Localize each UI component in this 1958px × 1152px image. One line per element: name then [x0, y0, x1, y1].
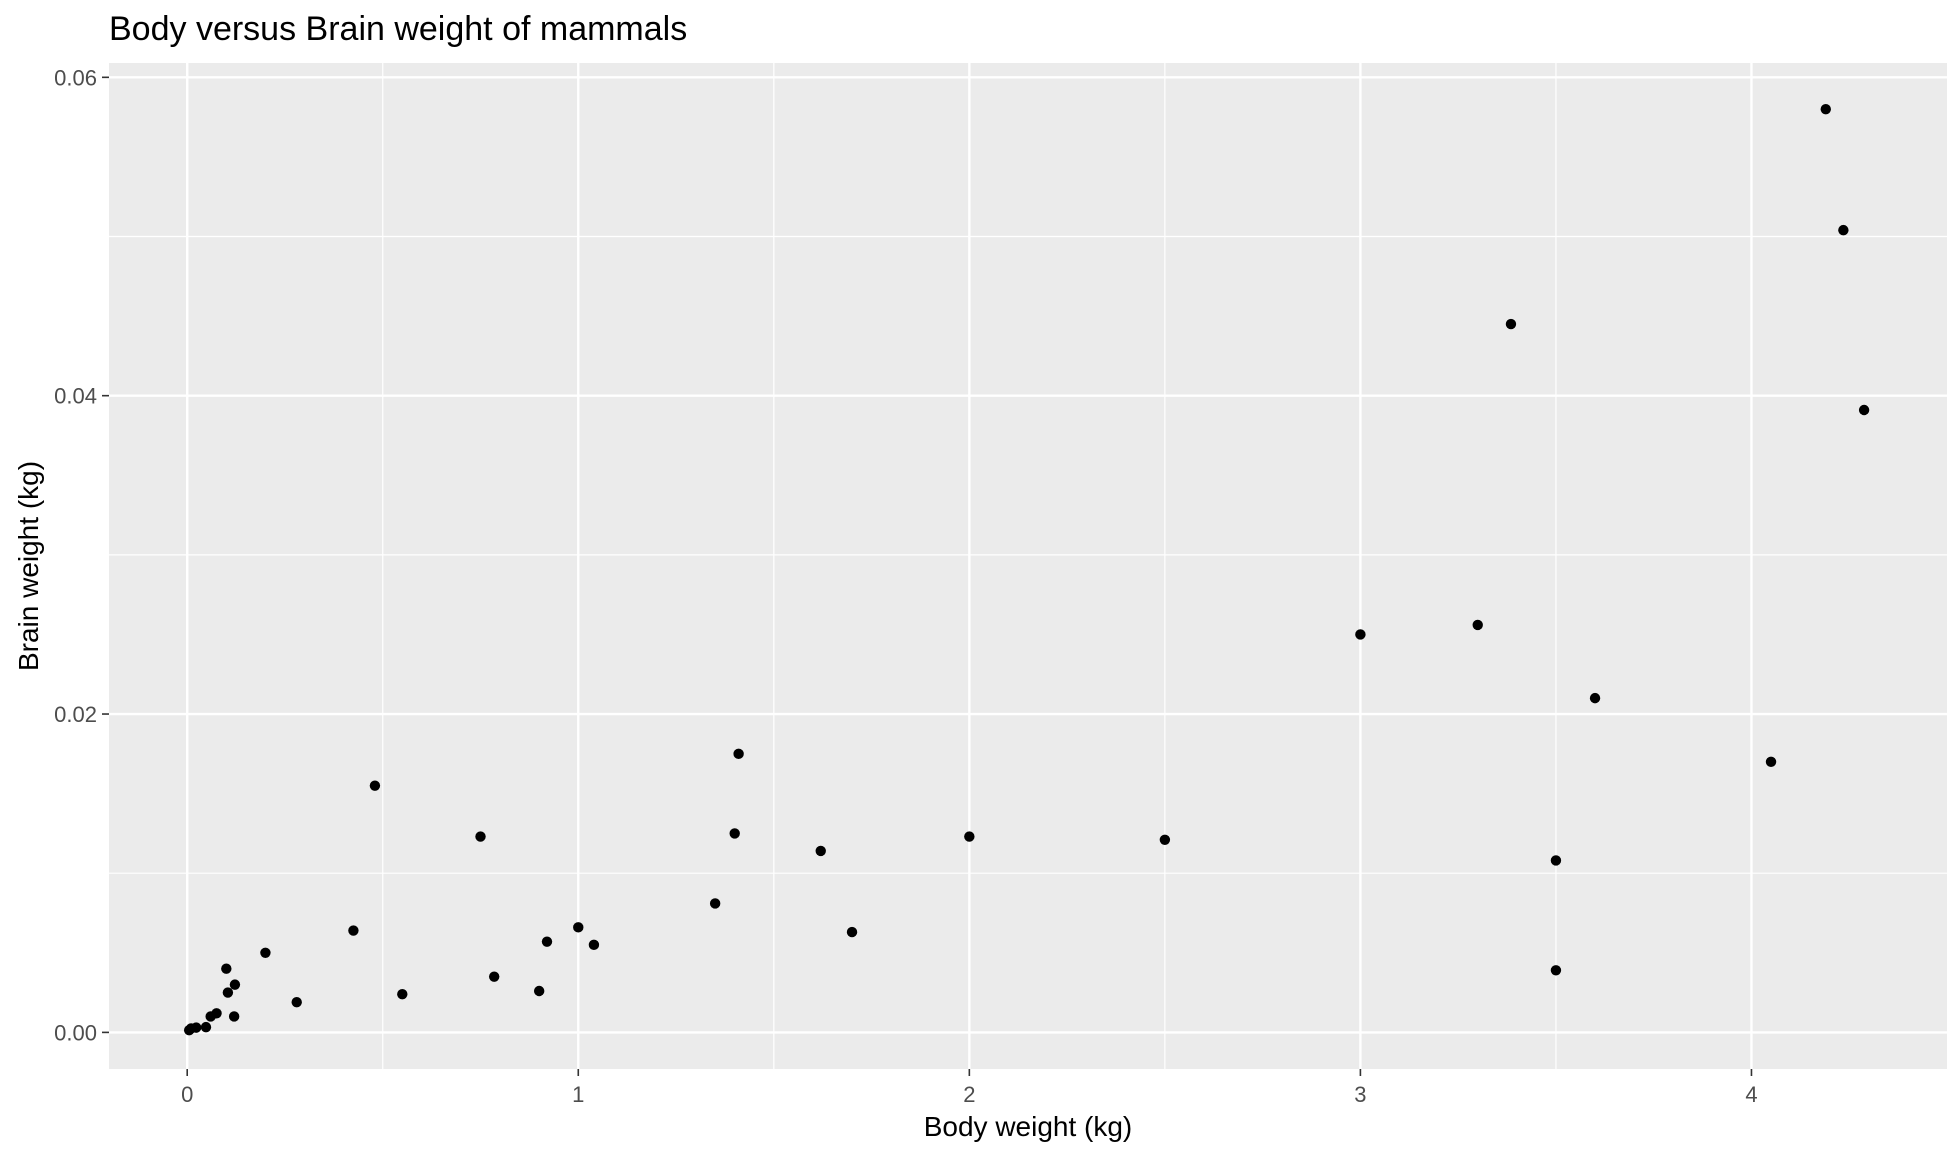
data-point	[709, 898, 721, 909]
y-tick-label: 0.06	[54, 65, 97, 90]
data-point	[475, 831, 486, 842]
data-point	[1858, 404, 1870, 416]
data-point	[369, 780, 381, 791]
plot-panel	[109, 63, 1947, 1069]
data-point	[291, 996, 302, 1008]
data-point	[200, 1021, 212, 1033]
data-point	[964, 831, 975, 842]
data-point	[1472, 619, 1483, 631]
y-tick-label: 0.00	[54, 1020, 97, 1045]
data-point	[541, 936, 553, 947]
x-tick-label: 3	[1354, 1082, 1366, 1107]
data-point	[1505, 318, 1517, 330]
y-tick-label: 0.02	[54, 702, 97, 727]
data-point	[260, 947, 271, 959]
chart-title: Body versus Brain weight of mammals	[109, 10, 687, 48]
y-tick-label: 0.04	[54, 384, 97, 409]
data-point	[1355, 629, 1366, 640]
data-point	[348, 925, 359, 936]
data-point	[729, 828, 740, 839]
data-point	[1550, 965, 1562, 976]
data-point	[1838, 224, 1849, 236]
y-axis-title: Brain weight (kg)	[13, 461, 44, 671]
data-points	[183, 103, 1870, 1036]
data-point	[846, 926, 858, 938]
data-point	[588, 939, 600, 951]
x-axis-title: Body weight (kg)	[924, 1111, 1133, 1142]
data-point	[1550, 855, 1562, 866]
data-point	[221, 963, 232, 974]
x-tick-label: 1	[572, 1082, 584, 1107]
data-point	[228, 1011, 240, 1022]
x-tick-label: 2	[963, 1082, 975, 1107]
data-point	[1159, 834, 1171, 845]
data-point	[1589, 692, 1601, 704]
data-point	[1765, 756, 1777, 767]
data-point	[222, 987, 234, 998]
data-point	[733, 748, 744, 760]
data-point	[815, 845, 826, 857]
x-axis-ticks: 0 1 2 3 4	[181, 1069, 1758, 1107]
data-point	[573, 922, 584, 933]
data-point	[533, 985, 545, 997]
data-point	[191, 1022, 202, 1033]
major-gridlines	[109, 63, 1947, 1069]
data-point	[1820, 103, 1831, 115]
data-point	[229, 979, 241, 990]
data-point	[488, 971, 500, 982]
y-axis-ticks: 0.00 0.02 0.04 0.06	[54, 65, 109, 1045]
data-point	[397, 988, 408, 1000]
minor-gridlines	[109, 63, 1947, 1069]
x-tick-label: 4	[1745, 1082, 1757, 1107]
data-point	[211, 1008, 222, 1019]
x-tick-label: 0	[181, 1082, 193, 1107]
